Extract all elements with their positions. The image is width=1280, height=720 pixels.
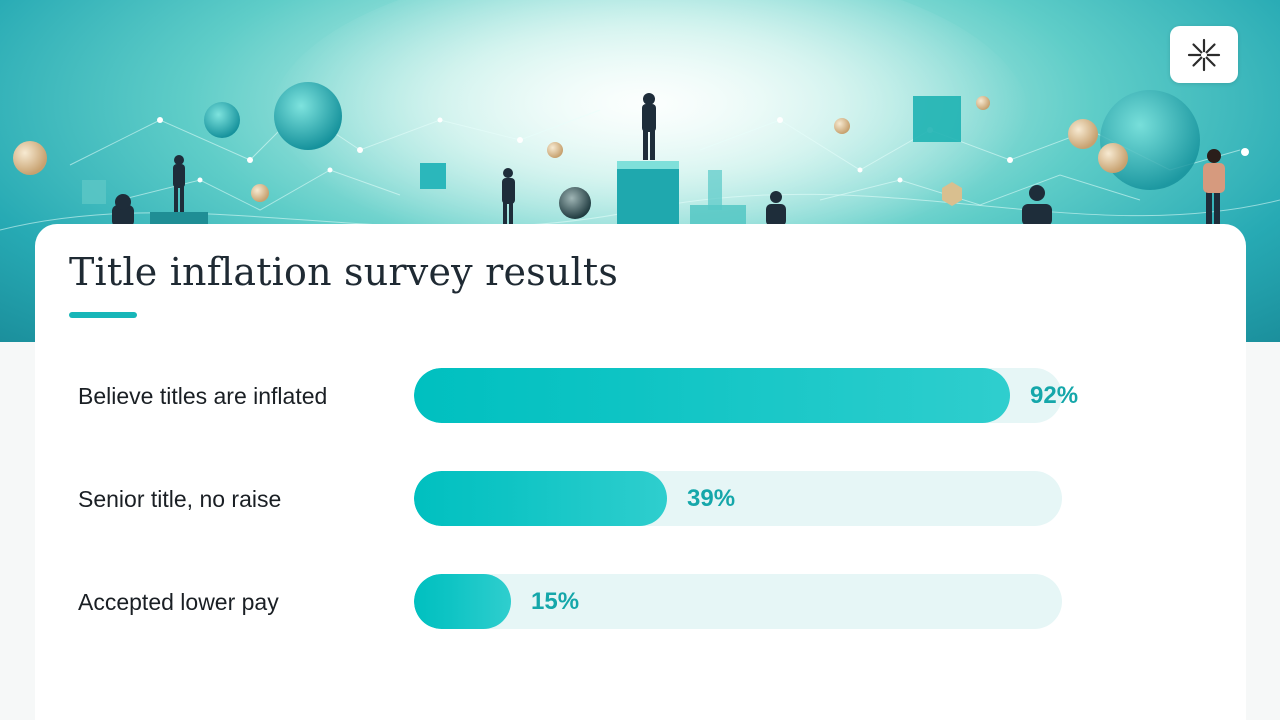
bar — [414, 574, 511, 629]
bar — [414, 368, 1010, 423]
bar-value-label: 39% — [687, 485, 736, 512]
bar — [414, 471, 667, 526]
page-title: Title inflation survey results — [69, 250, 619, 294]
title-accent-underline — [69, 312, 137, 318]
hero-illustration — [0, 0, 1280, 280]
bar-value-label: 15% — [531, 588, 580, 615]
bar-track — [414, 471, 1062, 526]
bar-value-label: 92% — [1030, 382, 1079, 409]
bar-track — [414, 368, 1062, 423]
bar-category-label: Accepted lower pay — [78, 589, 279, 615]
bar-category-label: Believe titles are inflated — [78, 383, 328, 409]
asterisk-logo-icon — [1187, 38, 1221, 71]
bar-category-label: Senior title, no raise — [78, 486, 282, 512]
bar-track — [414, 574, 1062, 629]
logo-button[interactable] — [1170, 26, 1238, 83]
